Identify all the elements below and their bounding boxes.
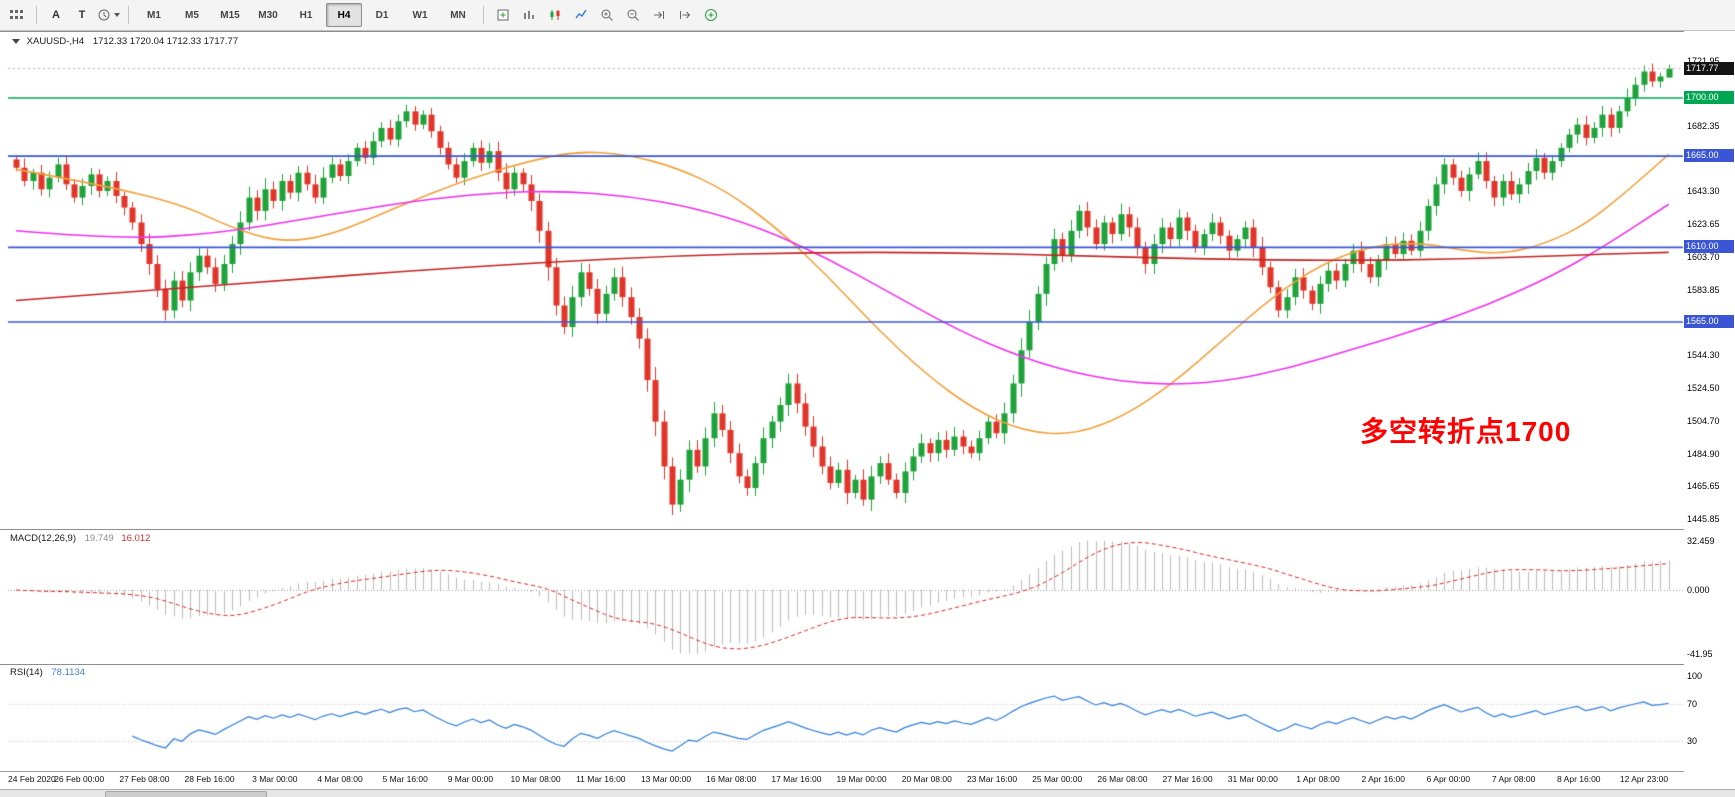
timeframe-group: M1 M5 M15 M30 H1 H4 D1 W1 MN bbox=[135, 3, 477, 27]
time-label: 20 Mar 08:00 bbox=[901, 774, 952, 784]
line-chart-icon[interactable] bbox=[569, 3, 593, 27]
time-label: 23 Mar 16:00 bbox=[966, 774, 1018, 784]
chevron-down-icon bbox=[114, 13, 120, 17]
toolbar-separator bbox=[128, 6, 129, 24]
timeframe-m30-button[interactable]: M30 bbox=[258, 9, 278, 21]
price-label-1544.30: 1544.30 bbox=[1687, 350, 1720, 361]
price-label-1665.00: 1665.00 bbox=[1684, 149, 1734, 163]
time-axis[interactable]: 24 Feb 2020 26 Feb 00:00 27 Feb 08:00 28 Fe… bbox=[0, 772, 1684, 788]
time-label: 31 Mar 00:00 bbox=[1227, 774, 1278, 784]
time-label: 26 Mar 08:00 bbox=[1097, 774, 1148, 784]
price-label-1504.70: 1504.70 bbox=[1687, 416, 1720, 427]
toolbar-separator bbox=[36, 6, 37, 24]
time-label: 27 Mar 16:00 bbox=[1162, 774, 1213, 784]
symbols-grid-icon[interactable] bbox=[5, 3, 29, 27]
price-label-1565.00: 1565.00 bbox=[1684, 315, 1734, 329]
indicators-icon[interactable] bbox=[699, 3, 723, 27]
rsi-axis-label-30: 30 bbox=[1687, 736, 1698, 747]
price-label-1465.65: 1465.65 bbox=[1687, 480, 1720, 491]
timeframe-m1-button[interactable]: M1 bbox=[147, 9, 161, 21]
toolbar: A T M1 M5 M15 M30 H1 H4 D1 W1 MN bbox=[0, 0, 1735, 31]
macd-axis-label-32.459: 32.459 bbox=[1687, 535, 1715, 546]
zoom-in-icon[interactable] bbox=[595, 3, 619, 27]
macd-axis-label--41.95: -41.95 bbox=[1687, 648, 1713, 659]
chart-annotation: 多空转折点1700 bbox=[1360, 416, 1572, 447]
macd-label: MACD(12,26,9) bbox=[10, 533, 76, 544]
price-label-1583.85: 1583.85 bbox=[1687, 284, 1720, 295]
auto-scroll-icon[interactable] bbox=[647, 3, 671, 27]
rsi-axis-label-70: 70 bbox=[1687, 698, 1698, 709]
time-label: 8 Apr 16:00 bbox=[1557, 774, 1601, 784]
price-label-1484.90: 1484.90 bbox=[1687, 448, 1720, 459]
rsi-header: RSI(14) 78.1134 bbox=[10, 667, 85, 678]
bar-chart-icon[interactable] bbox=[517, 3, 541, 27]
collapse-icon bbox=[12, 38, 20, 44]
rsi-value: 78.1134 bbox=[51, 667, 86, 678]
chart-shift-icon[interactable] bbox=[673, 3, 697, 27]
timeframe-w1-button[interactable]: W1 bbox=[412, 9, 428, 21]
time-label: 28 Feb 16:00 bbox=[184, 774, 235, 784]
rsi-panel-resize-handle[interactable] bbox=[0, 664, 1735, 665]
price-label-1610.00: 1610.00 bbox=[1684, 240, 1734, 254]
price-label-1603.70: 1603.70 bbox=[1687, 251, 1720, 262]
macd-main-value: 19.749 bbox=[84, 533, 114, 544]
time-label: 9 Mar 00:00 bbox=[447, 774, 494, 784]
rsi-axis-label-100: 100 bbox=[1687, 671, 1703, 681]
macd-header: MACD(12,26,9) 19.749 16.012 bbox=[10, 533, 150, 544]
time-label: 16 Mar 08:00 bbox=[706, 774, 757, 784]
price-label-1721.95: 1721.95 bbox=[1687, 55, 1720, 68]
new-order-icon[interactable] bbox=[491, 3, 515, 27]
time-label: 11 Mar 16:00 bbox=[576, 774, 626, 784]
price-label-1700.00: 1700.00 bbox=[1684, 91, 1734, 105]
time-label: 13 Mar 00:00 bbox=[640, 774, 692, 784]
timeframe-h1-button[interactable]: H1 bbox=[299, 9, 313, 21]
scrollbar-thumb[interactable] bbox=[105, 791, 267, 797]
price-label-1445.85: 1445.85 bbox=[1687, 513, 1720, 524]
time-label: 6 Apr 00:00 bbox=[1426, 774, 1471, 784]
chart-top-border bbox=[0, 31, 1735, 32]
time-label: 4 Mar 08:00 bbox=[317, 774, 363, 784]
time-label: 12 Apr 23:00 bbox=[1619, 774, 1669, 784]
time-label: 2 Apr 16:00 bbox=[1361, 774, 1405, 784]
periods-dropdown-button[interactable] bbox=[96, 3, 121, 27]
time-label: 10 Mar 08:00 bbox=[510, 774, 561, 784]
text-label-t-button[interactable]: T bbox=[78, 9, 86, 21]
price-label-1623.65: 1623.65 bbox=[1687, 218, 1720, 229]
rsi-label: RSI(14) bbox=[10, 667, 43, 678]
toolbar-separator bbox=[483, 6, 484, 24]
price-label-1524.50: 1524.50 bbox=[1687, 383, 1720, 394]
time-label: 27 Feb 08:00 bbox=[119, 774, 170, 784]
chart-symbol-label: XAUUSD-,H4 bbox=[26, 36, 85, 47]
timeframe-d1-button[interactable]: D1 bbox=[375, 9, 389, 21]
price-label-1643.30: 1643.30 bbox=[1687, 186, 1720, 197]
macd-axis-label-0.000: 0.000 bbox=[1687, 585, 1710, 595]
time-label: 19 Mar 00:00 bbox=[836, 774, 887, 784]
chart-ohlc-values: 1712.33 1720.04 1712.33 1717.77 bbox=[92, 36, 239, 47]
timeframe-mn-button[interactable]: MN bbox=[450, 9, 466, 21]
time-label: 26 Feb 00:00 bbox=[54, 774, 105, 784]
macd-panel-resize-handle[interactable] bbox=[0, 529, 1735, 530]
time-label: 7 Apr 08:00 bbox=[1491, 774, 1536, 784]
timeframe-m5-button[interactable]: M5 bbox=[185, 9, 199, 21]
time-label: 1 Apr 08:00 bbox=[1296, 774, 1340, 784]
time-label: 24 Feb 2020 bbox=[8, 774, 56, 784]
text-label-a-button[interactable]: A bbox=[52, 9, 60, 21]
time-label: 3 Mar 00:00 bbox=[252, 774, 298, 784]
macd-signal-value: 16.012 bbox=[121, 533, 151, 544]
time-label: 25 Mar 00:00 bbox=[1032, 774, 1083, 784]
time-label: 5 Mar 16:00 bbox=[382, 774, 428, 784]
time-label: 17 Mar 16:00 bbox=[771, 774, 822, 784]
price-label-1682.35: 1682.35 bbox=[1687, 121, 1720, 132]
price-axis[interactable]: 1721.951717.77 1700.00 1682.35 1665.00 1643.… bbox=[1684, 31, 1735, 797]
candlestick-icon[interactable] bbox=[543, 3, 567, 27]
price-label-1717.77: 1717.77 bbox=[1684, 61, 1734, 75]
timeframe-m15-button[interactable]: M15 bbox=[220, 9, 240, 21]
timeframe-h4-button[interactable]: H4 bbox=[326, 3, 362, 27]
horizontal-scrollbar[interactable] bbox=[0, 789, 1735, 797]
zoom-out-icon[interactable] bbox=[621, 3, 645, 27]
chart-header: XAUUSD-,H4 1712.33 1720.04 1712.33 1717.… bbox=[12, 36, 238, 47]
time-axis-border bbox=[0, 771, 1735, 772]
